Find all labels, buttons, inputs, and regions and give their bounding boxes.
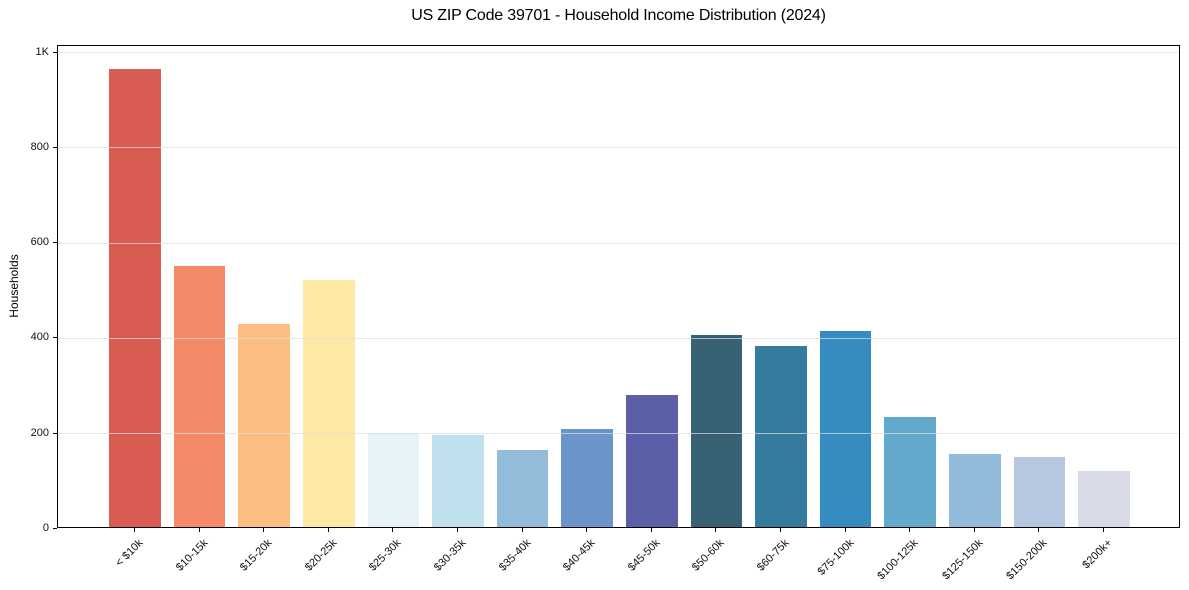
x-tick-mark bbox=[456, 528, 458, 532]
x-tick-mark bbox=[198, 528, 200, 532]
bar bbox=[690, 334, 743, 527]
y-tick-label: 800 bbox=[30, 140, 49, 153]
y-tick-label: 0 bbox=[42, 522, 49, 534]
y-tick-label: 600 bbox=[30, 236, 49, 249]
y-axis-label: Households bbox=[7, 254, 21, 318]
y-tick-label: 200 bbox=[30, 426, 49, 439]
plot-area bbox=[57, 45, 1180, 528]
chart-title: US ZIP Code 39701 - Household Income Dis… bbox=[411, 7, 826, 24]
y-gridline bbox=[58, 242, 1179, 244]
y-tick-mark bbox=[53, 337, 57, 339]
x-tick-mark bbox=[780, 528, 782, 532]
bar bbox=[949, 454, 1001, 527]
bar bbox=[302, 279, 355, 527]
x-tick-mark bbox=[263, 528, 265, 532]
y-tick-mark bbox=[53, 432, 57, 434]
x-tick-mark bbox=[909, 528, 911, 532]
bar bbox=[109, 68, 161, 527]
x-tick-mark bbox=[650, 528, 652, 532]
y-gridline bbox=[58, 52, 1179, 54]
y-gridline bbox=[58, 337, 1179, 339]
x-tick-mark bbox=[1103, 528, 1105, 532]
x-tick-mark bbox=[327, 528, 329, 532]
y-tick-mark bbox=[53, 51, 57, 53]
x-tick-mark bbox=[715, 528, 717, 532]
bar bbox=[1013, 456, 1066, 527]
x-tick-mark bbox=[521, 528, 523, 532]
x-tick-mark bbox=[844, 528, 846, 532]
y-tick-label: 400 bbox=[30, 331, 49, 344]
bar bbox=[625, 394, 678, 527]
bar bbox=[819, 331, 872, 527]
bar bbox=[755, 346, 807, 527]
bar bbox=[238, 323, 290, 527]
bar bbox=[367, 432, 420, 527]
y-tick-mark bbox=[53, 528, 57, 529]
x-tick-mark bbox=[973, 528, 975, 532]
bar bbox=[1078, 470, 1130, 527]
bar bbox=[561, 429, 614, 527]
bar bbox=[496, 449, 549, 527]
y-gridline bbox=[58, 433, 1179, 435]
bar bbox=[884, 417, 937, 527]
x-tick-mark bbox=[392, 528, 394, 532]
y-tick-mark bbox=[53, 242, 57, 244]
y-gridline bbox=[58, 147, 1179, 149]
y-tick-mark bbox=[53, 146, 57, 148]
bar bbox=[173, 265, 226, 527]
y-tick-label: 1K bbox=[35, 45, 49, 58]
x-tick-mark bbox=[1038, 528, 1040, 532]
x-tick-label: < $10k bbox=[113, 537, 146, 570]
bar bbox=[432, 435, 484, 527]
x-tick-mark bbox=[133, 528, 135, 532]
x-tick-mark bbox=[586, 528, 588, 532]
